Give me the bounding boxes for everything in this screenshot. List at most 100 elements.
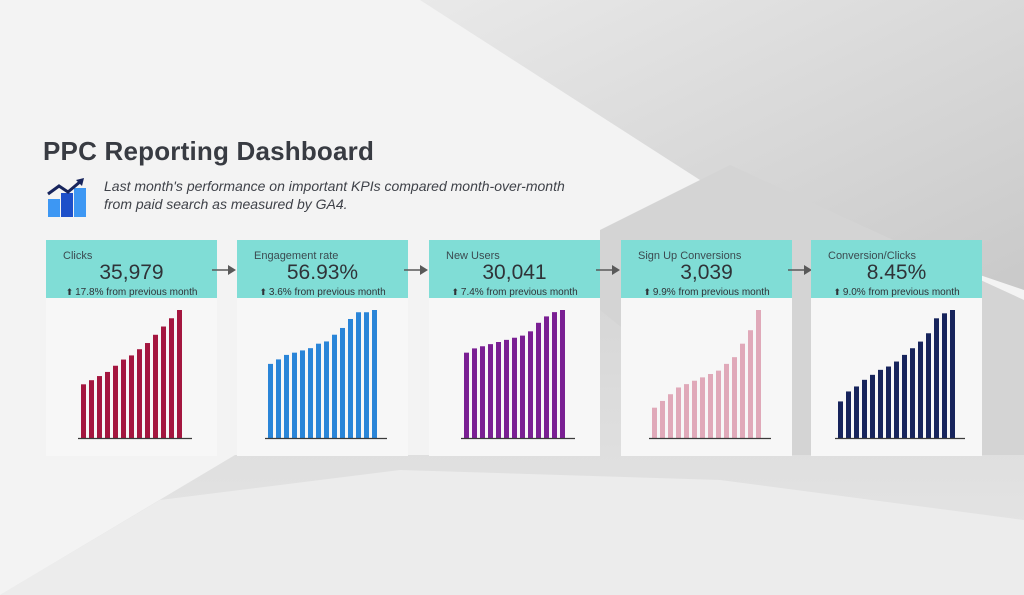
bar bbox=[700, 377, 705, 438]
bar bbox=[364, 312, 369, 438]
bar bbox=[169, 318, 174, 438]
bar bbox=[308, 348, 313, 438]
arrow-right-icon bbox=[212, 265, 236, 275]
kpi-card-conversion-clicks: Conversion/Clicks 8.45% ⬆ 9.0% from previ… bbox=[811, 240, 982, 456]
bar-chart bbox=[649, 310, 771, 440]
bar bbox=[846, 391, 851, 438]
bar bbox=[838, 401, 843, 438]
page-title: PPC Reporting Dashboard bbox=[43, 136, 375, 166]
bar bbox=[660, 400, 665, 438]
kpi-delta: ⬆ 9.0% from previous month bbox=[811, 287, 982, 298]
kpi-header: Conversion/Clicks 8.45% ⬆ 9.0% from previ… bbox=[811, 240, 982, 298]
bar bbox=[902, 354, 907, 438]
kpi-value: 8.45% bbox=[866, 261, 927, 284]
bar-chart bbox=[835, 310, 965, 440]
kpi-label: Engagement rate bbox=[254, 250, 339, 262]
bar-chart bbox=[78, 310, 192, 440]
bar bbox=[934, 318, 939, 438]
bar bbox=[472, 348, 477, 438]
bar bbox=[177, 310, 182, 438]
kpi-delta-text: 17.8% from previous month bbox=[75, 287, 198, 298]
bar bbox=[886, 366, 891, 438]
bar bbox=[356, 312, 361, 438]
kpi-card-sign-up-conversions: Sign Up Conversions 3,039 ⬆ 9.9% from pre… bbox=[621, 240, 792, 456]
bar bbox=[464, 352, 469, 438]
bar bbox=[348, 318, 353, 438]
bar bbox=[918, 341, 923, 438]
kpi-card-engagement-rate: Engagement rate 56.93% ⬆ 3.6% from previo… bbox=[237, 240, 408, 456]
bar bbox=[740, 343, 745, 438]
kpi-delta-text: 9.9% from previous month bbox=[652, 287, 770, 298]
bar bbox=[504, 339, 509, 438]
bar bbox=[300, 350, 305, 438]
arrow-right-icon bbox=[596, 265, 620, 275]
bar-chart bbox=[265, 310, 387, 440]
bar bbox=[145, 343, 150, 438]
bar bbox=[732, 357, 737, 438]
bar bbox=[332, 334, 337, 438]
bar bbox=[340, 327, 345, 438]
bar bbox=[716, 370, 721, 438]
kpi-delta: ⬆ 3.6% from previous month bbox=[237, 287, 408, 298]
bar bbox=[676, 387, 681, 438]
kpi-card-clicks: Clicks 35,979 ⬆ 17.8% from previous month bbox=[46, 240, 217, 456]
bar bbox=[748, 330, 753, 438]
arrow-right-icon bbox=[788, 265, 812, 275]
bar bbox=[284, 354, 289, 438]
kpi-value: 3,039 bbox=[680, 261, 733, 284]
bar bbox=[862, 379, 867, 438]
bar bbox=[316, 343, 321, 438]
bar bbox=[926, 333, 931, 438]
bar bbox=[692, 380, 697, 438]
bar bbox=[105, 371, 110, 438]
kpi-delta: ⬆ 9.9% from previous month bbox=[621, 287, 792, 298]
kpi-header: New Users 30,041 ⬆ 7.4% from previous mon… bbox=[429, 240, 600, 298]
bar bbox=[684, 384, 689, 438]
kpi-header: Engagement rate 56.93% ⬆ 3.6% from previo… bbox=[237, 240, 408, 298]
bar bbox=[292, 352, 297, 438]
kpi-label: Clicks bbox=[63, 250, 93, 262]
arrow-up-icon: ⬆ bbox=[65, 287, 74, 297]
bar bbox=[89, 380, 94, 438]
bar bbox=[724, 363, 729, 438]
bar bbox=[560, 310, 565, 438]
bar bbox=[324, 341, 329, 438]
bar bbox=[496, 342, 501, 438]
bar-chart bbox=[461, 310, 575, 440]
kpi-delta-text: 9.0% from previous month bbox=[842, 287, 960, 298]
bar bbox=[372, 310, 377, 438]
arrow-up-icon: ⬆ bbox=[833, 287, 841, 297]
bar bbox=[268, 363, 273, 438]
bar bbox=[121, 359, 126, 438]
bar bbox=[544, 316, 549, 438]
arrow-up-icon: ⬆ bbox=[259, 287, 267, 297]
subtitle-line-2: from paid search as measured by GA4. bbox=[104, 196, 348, 212]
bar bbox=[552, 312, 557, 438]
kpi-value: 30,041 bbox=[482, 261, 547, 284]
kpi-delta-text: 3.6% from previous month bbox=[268, 287, 386, 298]
arrow-right-icon bbox=[404, 265, 428, 275]
bar bbox=[480, 346, 485, 438]
bar bbox=[113, 365, 118, 438]
arrow-up-icon: ⬆ bbox=[643, 287, 651, 297]
bar bbox=[652, 407, 657, 438]
bar bbox=[161, 326, 166, 438]
bar bbox=[137, 349, 142, 438]
bar bbox=[870, 374, 875, 438]
kpi-card-new-users: New Users 30,041 ⬆ 7.4% from previous mon… bbox=[429, 240, 600, 456]
kpi-delta-text: 7.4% from previous month bbox=[460, 287, 578, 298]
bar bbox=[276, 359, 281, 438]
bar bbox=[488, 344, 493, 438]
bar bbox=[129, 355, 134, 438]
bar bbox=[708, 374, 713, 438]
trending-up-chart-icon bbox=[47, 178, 86, 217]
bar bbox=[942, 313, 947, 438]
bar bbox=[878, 369, 883, 438]
kpi-delta: ⬆ 17.8% from previous month bbox=[46, 287, 217, 298]
bar bbox=[854, 386, 859, 438]
subtitle-line-1: Last month's performance on important KP… bbox=[104, 178, 565, 194]
bar bbox=[81, 384, 86, 438]
kpi-label: New Users bbox=[446, 250, 500, 262]
kpi-value: 56.93% bbox=[286, 261, 359, 284]
bar bbox=[520, 335, 525, 438]
